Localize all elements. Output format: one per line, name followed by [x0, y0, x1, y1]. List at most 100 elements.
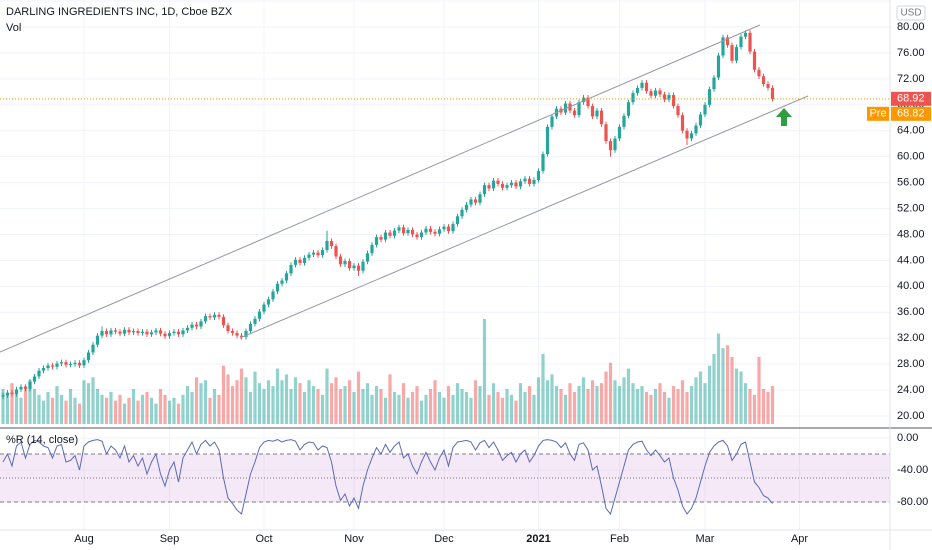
candle-body: [82, 360, 86, 366]
candle-body: [244, 331, 248, 337]
volume-bar: [361, 389, 365, 424]
candle-body: [572, 110, 577, 116]
y-tick-label: 28.00: [897, 358, 925, 370]
candle-body: [694, 125, 698, 134]
candle-body: [203, 316, 208, 322]
volume-bar: [392, 391, 397, 424]
candle-body: [415, 234, 419, 238]
volume-bar: [617, 386, 622, 424]
volume-bar: [262, 389, 266, 424]
candle-body: [221, 316, 226, 326]
candle-body: [437, 229, 442, 234]
candle-body: [73, 362, 77, 365]
y-tick-label: 44.00: [897, 254, 925, 266]
indicator-tick-label: -80.00: [897, 496, 928, 508]
volume-bar: [662, 391, 667, 424]
volume-bar: [455, 383, 460, 424]
candle-body: [374, 237, 379, 245]
x-tick-label: Mar: [696, 533, 715, 545]
currency-box: [896, 5, 926, 21]
volume-bar: [698, 371, 703, 424]
volume-bar: [190, 391, 194, 424]
volume-bar: [46, 391, 50, 424]
candle-body: [172, 331, 176, 334]
currency: USD: [900, 8, 921, 19]
candle-body: [347, 261, 352, 269]
candle-body: [91, 344, 95, 353]
volume-bar: [55, 386, 59, 424]
volume-bar: [460, 389, 464, 424]
candle-body: [14, 389, 19, 394]
candle-body: [743, 32, 748, 37]
candle-body: [721, 37, 725, 56]
volume-bar: [554, 386, 559, 424]
indicator-line: [2, 439, 773, 516]
volume-bar: [167, 400, 172, 424]
y-tick-label: 60.00: [897, 151, 925, 163]
y-tick-label: 32.00: [897, 332, 925, 344]
candle-body: [136, 331, 140, 334]
volume-bar: [131, 389, 136, 424]
volume-bar: [667, 397, 671, 424]
volume-bar: [595, 386, 599, 424]
last-price-value: 68.92: [897, 93, 925, 105]
volume-bar: [325, 368, 329, 424]
volume-bar: [118, 394, 122, 424]
volume-bar: [217, 394, 221, 424]
y-tick-label: 72.00: [897, 73, 925, 85]
volume-bar: [158, 389, 163, 424]
candle-body: [671, 95, 676, 107]
candle-body: [158, 330, 163, 334]
volume-bar: [203, 380, 208, 424]
volume-bar: [734, 368, 739, 424]
volume-bar: [433, 380, 437, 424]
volume-bar: [469, 397, 473, 424]
candle-body: [1, 395, 5, 397]
x-tick-label: Nov: [344, 533, 364, 545]
volume-bar: [1, 389, 5, 424]
candle-body: [266, 299, 271, 305]
volume-bar: [406, 397, 410, 424]
volume-bar: [743, 383, 748, 424]
volume-bar: [59, 394, 64, 424]
candle-body: [500, 183, 505, 188]
volume-bar: [181, 394, 185, 424]
volume-bar: [383, 397, 388, 424]
candle-body: [253, 318, 257, 324]
candle-body: [190, 324, 194, 328]
y-tick-label: 24.00: [897, 384, 925, 396]
volume-bar: [356, 371, 361, 424]
candle-body: [275, 283, 280, 292]
volume-bar: [514, 400, 518, 424]
volume-bar: [712, 354, 716, 424]
volume-layer: [1, 319, 775, 424]
volume-bar: [365, 383, 370, 424]
volume-bar: [257, 383, 262, 424]
volume-bar: [649, 394, 653, 424]
volume-bar: [568, 383, 572, 424]
volume-bar: [478, 386, 482, 424]
candle-body: [32, 376, 37, 382]
candle-body: [68, 364, 73, 366]
candle-body: [235, 333, 239, 336]
candle-body: [761, 76, 766, 85]
chart-title: DARLING INGREDIENTS INC, 1D, Cboe BZX: [6, 6, 233, 18]
volume-bar: [671, 386, 676, 424]
candle-body: [523, 178, 527, 182]
candle-body: [649, 91, 653, 96]
volume-bar: [140, 394, 145, 424]
candle-body: [532, 179, 536, 184]
candle-body: [739, 36, 743, 48]
candle-body: [104, 331, 109, 335]
candle-body: [280, 280, 284, 284]
candle-body: [163, 333, 167, 337]
volume-bar: [185, 386, 190, 424]
volume-bar: [572, 391, 577, 424]
volume-bar: [347, 380, 352, 424]
candle-body: [487, 185, 491, 189]
candle-body: [50, 365, 55, 367]
volume-bar: [505, 389, 509, 424]
volume-bar: [658, 383, 662, 424]
candle-body: [379, 237, 383, 240]
volume-bar: [491, 383, 496, 424]
